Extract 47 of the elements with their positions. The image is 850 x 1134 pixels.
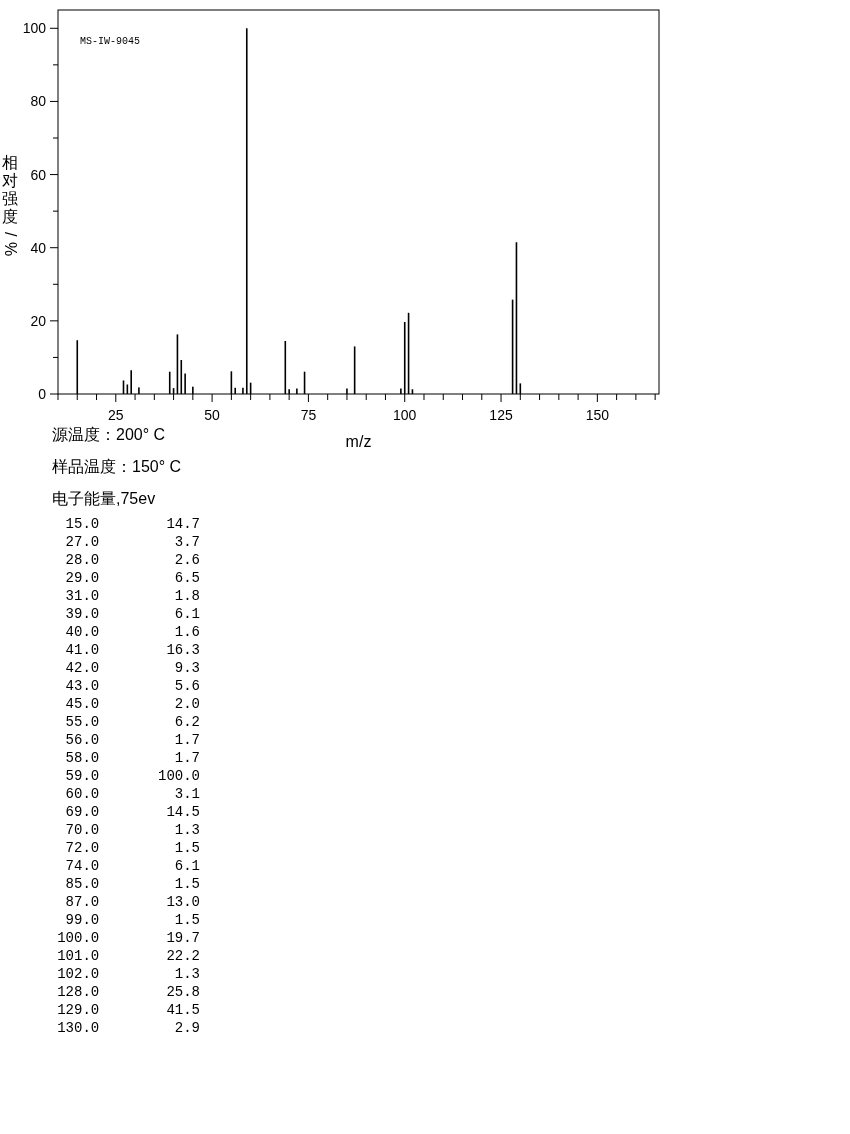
y-tick-label: 80: [30, 93, 47, 110]
x-tick-label: 150: [585, 407, 610, 423]
y-tick-label: 60: [30, 166, 47, 183]
x-tick-label: 25: [108, 407, 124, 423]
text: 41.0 16.3: [65, 642, 200, 658]
text: 43.0 5.6: [65, 678, 200, 694]
text: 29.0 6.5: [65, 570, 200, 586]
x-axis-title: m/z: [345, 433, 372, 450]
text: 101.0 22.2: [57, 948, 200, 964]
text: 39.0 6.1: [65, 606, 200, 622]
y-tick-label: 100: [22, 20, 47, 37]
text: 99.0 1.5: [65, 912, 200, 928]
x-tick-label: 50: [204, 407, 221, 423]
text: 70.0 1.3: [65, 822, 200, 838]
text: 55.0 6.2: [65, 714, 200, 730]
text: 样品温度：150° C: [52, 458, 182, 475]
text: 130.0 2.9: [57, 1020, 200, 1036]
annotation: MS-IW-9045: [80, 36, 141, 47]
text: 72.0 1.5: [65, 840, 200, 856]
text: 102.0 1.3: [57, 966, 200, 982]
text: 58.0 1.7: [65, 750, 200, 766]
text: 42.0 9.3: [65, 660, 200, 676]
x-tick-label: 100: [393, 407, 417, 423]
text: 28.0 2.6: [65, 552, 200, 568]
text: 128.0 25.8: [57, 984, 200, 1000]
text: 27.0 3.7: [65, 534, 200, 550]
text: 45.0 2.0: [65, 696, 200, 712]
text: 87.0 13.0: [65, 894, 200, 910]
y-tick-label: 20: [30, 312, 47, 329]
text: 60.0 3.1: [65, 786, 200, 802]
text: 56.0 1.7: [65, 732, 200, 748]
text: 59.0 100.0: [65, 768, 200, 784]
text: 74.0 6.1: [65, 858, 200, 874]
text: 129.0 41.5: [57, 1002, 200, 1018]
y-tick-label: 40: [30, 239, 47, 256]
x-tick-label: 125: [489, 407, 513, 423]
text: 电子能量,75ev: [52, 490, 156, 507]
y-tick-label: 0: [38, 386, 47, 402]
y-axis-title: 相对强度/%: [2, 154, 19, 257]
text: 85.0 1.5: [65, 876, 200, 892]
x-tick-label: 75: [300, 407, 317, 423]
text: 源温度：200° C: [52, 426, 166, 443]
text: 40.0 1.6: [65, 624, 200, 640]
text: 15.0 14.7: [65, 516, 200, 532]
text: 31.0 1.8: [65, 588, 200, 604]
text: 100.0 19.7: [57, 930, 200, 946]
text: 69.0 14.5: [65, 804, 200, 820]
